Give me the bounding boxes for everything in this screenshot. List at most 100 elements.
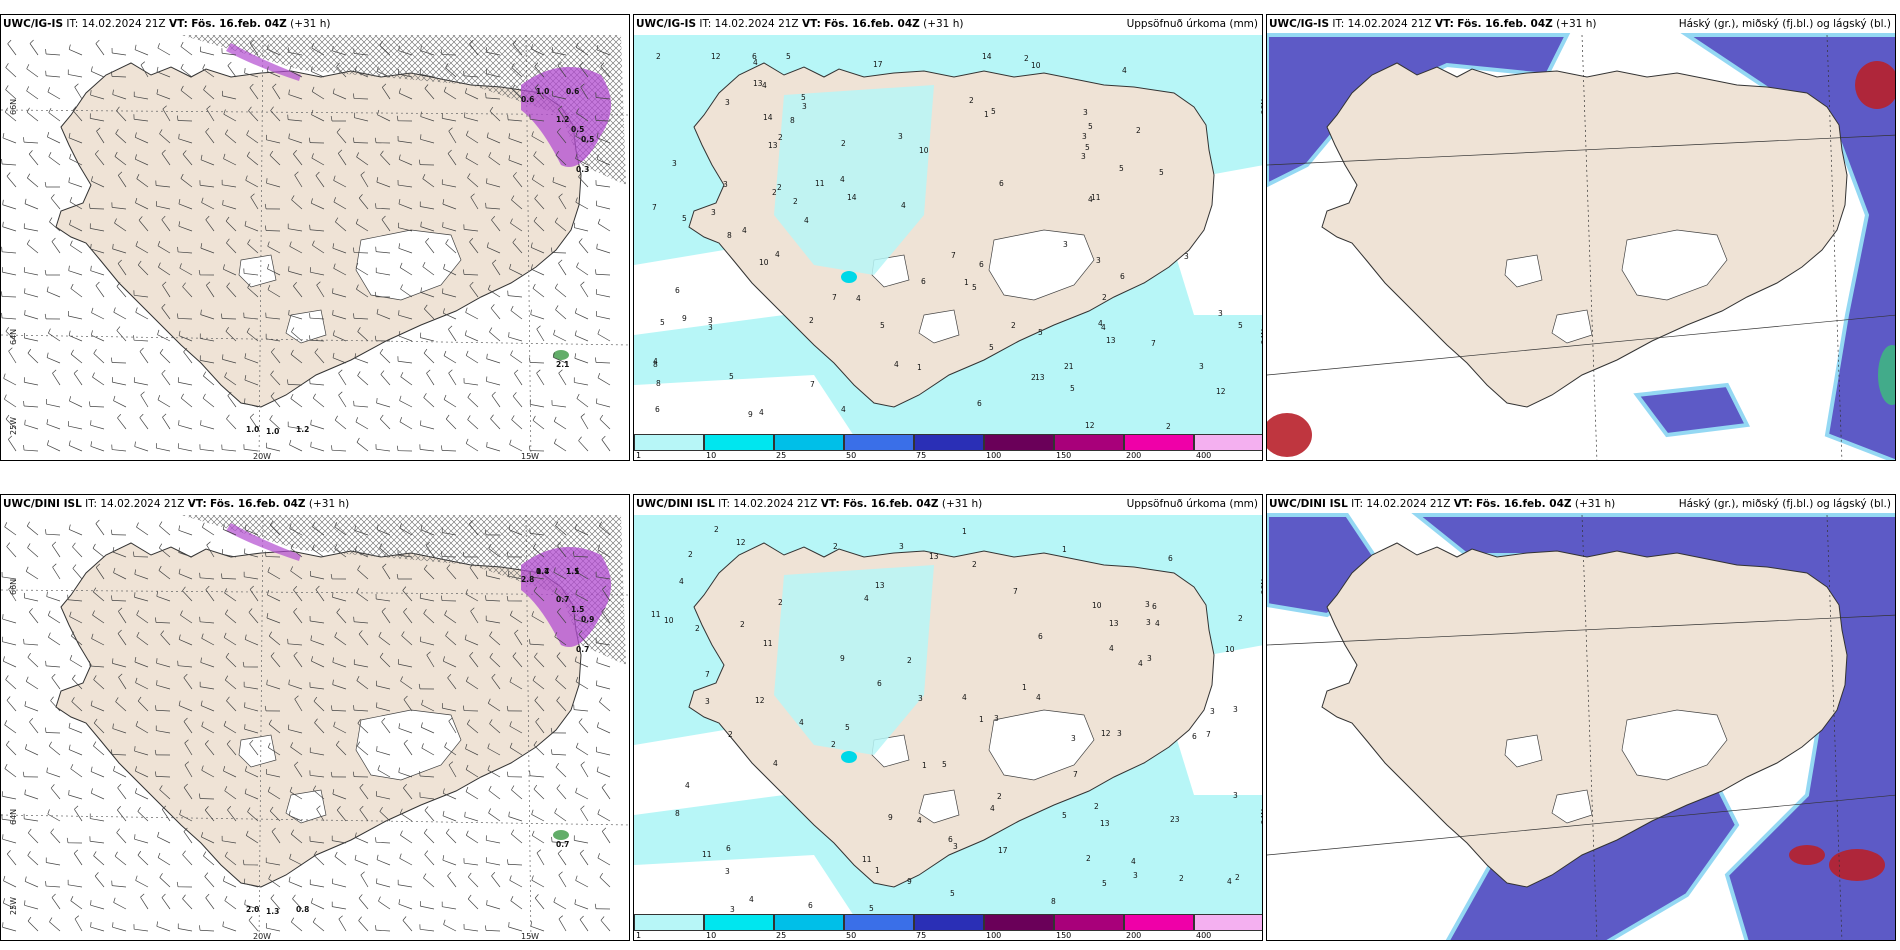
wind-barb [227,391,237,408]
precip-amount-label: 7 [951,251,956,260]
wind-barb [308,137,325,144]
wind-barb [464,634,479,646]
wind-barb [156,591,171,602]
wind-barb [112,89,127,100]
it-label: IT: [1332,18,1345,30]
wind-barb [601,827,611,844]
snow-area [521,67,611,167]
precip-amount-label: 14 [982,52,992,61]
wind-barb [45,529,61,536]
wind-barb [421,743,435,756]
wind-barb [161,303,171,320]
wind-barb [331,705,347,712]
map-panel-ig-precip: 4 2 3 3 1 12 5 5 6 6 5 8 7 5 12 6 6 8 10 13 6 4 9 3 5 10 4 11 5 5 2 5 4 1… [633,14,1263,461]
precip-amount-label: 3 [1147,654,1152,663]
wind-barb [379,543,391,558]
precip-value-label: 1.3 [266,907,280,916]
vt-label: VT: [1434,18,1454,30]
precip-amount-label: 4 [917,816,922,825]
wind-barb [6,542,17,558]
precip-value-label: 0.6 [521,95,535,104]
wind-barb [205,585,215,602]
wind-barb [270,652,281,668]
wind-barb [44,181,61,188]
wind-barb [293,150,303,166]
wind-barb [201,765,215,778]
precip-amount-label: 1 [917,363,922,372]
wind-barb [309,335,325,342]
wind-barb [596,746,611,756]
wind-barb [599,872,611,888]
wind-barb [353,616,369,624]
wind-barb [161,893,171,910]
wind-barb [112,658,127,668]
wind-barb [5,740,17,756]
wind-barb [551,749,567,756]
wind-barb [445,828,457,844]
precip-amount-label: 3 [1145,600,1150,609]
wind-barb [113,307,127,320]
precip-amount-label: 9 [840,654,845,663]
wind-barb [512,238,523,254]
wind-barb [112,922,127,932]
wind-barb [531,611,545,624]
latitude-label: 64N [9,328,18,345]
wind-barb [244,220,259,232]
precip-amount-label: 13 [1109,619,1119,628]
wind-barb [355,218,369,232]
wind-barb [177,660,193,668]
wind-barb [465,307,479,320]
wind-barb [69,611,83,624]
precip-amount-label: 4 [749,895,754,904]
wind-barb [445,631,457,646]
wind-barb [66,837,83,844]
wind-barb [397,356,413,364]
wind-barb [267,263,281,276]
wind-barb [576,262,589,276]
wind-barb [375,791,391,800]
wind-barb [442,308,457,320]
wind-barb [221,48,237,56]
wind-barb [380,150,391,166]
precip-amount-label: 2 [1238,614,1243,623]
wind-barb [68,330,83,342]
precip-amount-label: 2 [1102,293,1107,302]
wind-barb [358,916,369,932]
wind-barb [529,114,545,122]
precip-amount-label: 13 [1106,336,1116,345]
wind-barb [374,137,391,144]
precip-amount-label: 13 [875,581,885,590]
wind-barb [573,835,589,844]
wind-barb [117,171,127,188]
panel-header: UWC/DINI ISL IT: 14.02.2024 21Z VT: Fös.… [3,498,349,510]
wind-barb [133,335,149,342]
wind-barb [90,441,105,452]
wind-barb [267,590,281,602]
wind-barb [330,115,347,122]
grid-line [1581,514,1598,940]
wind-barb [487,698,501,712]
wind-barb [246,327,259,342]
wind-barb [161,149,171,166]
wind-barb [423,348,435,364]
precip-amount-label: 8 [656,379,661,388]
wind-barb [601,435,611,452]
wind-barb [398,310,413,320]
wind-barb [576,393,589,408]
wind-barb [2,614,17,624]
wind-barb [556,652,567,668]
wind-barb [597,218,611,232]
wind-barb [7,435,17,452]
precip-amount-label: 12 [1216,387,1226,396]
wind-barb [462,705,479,712]
precip-amount-label: 5 [1062,811,1067,820]
wind-barb [205,127,215,144]
wind-barb [594,903,611,910]
wind-barb [161,369,171,386]
wind-barb [420,420,435,430]
precip-amount-label: 7 [1151,339,1156,348]
wind-barb [135,788,149,800]
wind-barb [579,849,589,866]
wind-barb [530,264,545,276]
precip-amount-label: 2 [778,133,783,142]
